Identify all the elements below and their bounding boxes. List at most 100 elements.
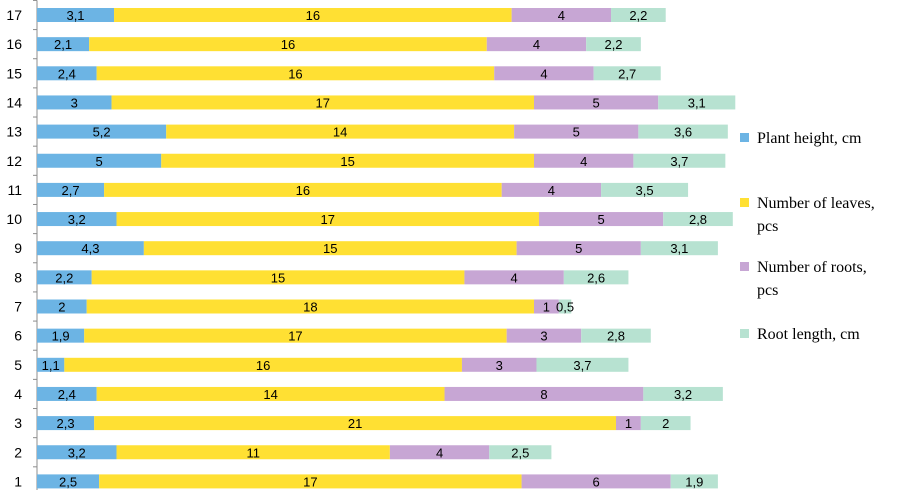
data-label: 3,7 <box>573 358 591 373</box>
data-label: 17 <box>303 474 317 489</box>
data-label: 14 <box>333 125 347 140</box>
bar-segment <box>84 328 507 343</box>
bar-segment <box>538 212 664 227</box>
data-label: 2,5 <box>511 445 529 460</box>
bar-segment <box>96 386 445 401</box>
category-label: 17 <box>6 7 22 23</box>
data-label: 2,2 <box>604 37 622 52</box>
bar-segment <box>643 386 723 401</box>
bar-segment <box>166 124 515 139</box>
category-label: 13 <box>6 124 22 140</box>
bar-segment <box>558 299 572 314</box>
legend-label: Root length, cm <box>757 326 860 343</box>
data-label: 5 <box>597 212 604 227</box>
category-label: 2 <box>14 444 22 460</box>
bar-segment <box>94 416 617 431</box>
bar-segment <box>593 66 661 81</box>
bar-segment <box>116 445 390 460</box>
data-label: 15 <box>323 241 337 256</box>
bar-segment <box>37 124 167 139</box>
bar-segment <box>37 182 105 197</box>
data-label: 3 <box>71 95 78 110</box>
data-label: 8 <box>540 387 547 402</box>
bar-segment <box>37 416 95 431</box>
category-label: 3 <box>14 415 22 431</box>
bar-segment <box>37 328 85 343</box>
category-label: 14 <box>6 94 22 110</box>
bar-segment <box>534 153 634 168</box>
bar-segment <box>501 182 602 197</box>
data-label: 5 <box>96 154 103 169</box>
legend-swatch <box>740 329 749 338</box>
legend: Plant height, cm Number of leaves, pcs Numb… <box>740 130 875 343</box>
legend-swatch <box>740 198 749 207</box>
data-label: 1 <box>543 300 550 315</box>
data-label: 2 <box>662 416 669 431</box>
bar-segment <box>116 212 539 227</box>
bar-segment <box>444 386 644 401</box>
data-label: 21 <box>348 416 362 431</box>
bar-segment <box>489 445 552 460</box>
category-label: 7 <box>14 299 22 315</box>
bar-segment <box>37 8 115 22</box>
plot-area: 1 2,5 17 6 1,92 3,2 11 4 2,53 2,3 21 1 24 2,4 14 8 3,25 1… <box>6 0 736 490</box>
bar-segment <box>96 66 495 81</box>
bar-segment <box>37 445 117 460</box>
data-label: 4,3 <box>81 241 99 256</box>
data-label: 11 <box>246 445 260 460</box>
bar-segment <box>37 474 100 489</box>
legend-label: Number of roots, <box>757 259 867 276</box>
bar-segment <box>37 95 112 110</box>
data-label: 2,2 <box>629 8 647 23</box>
data-label: 5 <box>575 241 582 256</box>
data-label: 16 <box>288 66 302 81</box>
data-label: 4 <box>511 270 518 285</box>
legend-label: pcs <box>757 218 778 235</box>
bar-segment <box>663 212 733 227</box>
bar-segment <box>658 95 736 110</box>
data-label: 1,9 <box>52 329 70 344</box>
bar-segment <box>104 182 502 197</box>
bar-segment <box>506 328 582 343</box>
bar-segment <box>601 182 689 197</box>
data-label: 2,3 <box>57 416 75 431</box>
bar-segment <box>494 66 594 81</box>
data-label: 3,6 <box>674 125 692 140</box>
data-label: 16 <box>256 358 270 373</box>
bar-segment <box>389 445 490 460</box>
data-label: 2,5 <box>59 474 77 489</box>
data-label: 15 <box>271 270 285 285</box>
data-label: 2,4 <box>58 387 76 402</box>
bar-segment <box>616 416 641 431</box>
data-label: 2,2 <box>55 270 73 285</box>
category-label: 11 <box>7 182 22 198</box>
bar-segment <box>670 474 718 489</box>
data-label: 15 <box>340 154 354 169</box>
bar-segment <box>640 241 718 256</box>
bar-segment <box>99 474 522 489</box>
category-label: 9 <box>14 240 22 256</box>
data-label: 3,1 <box>670 241 688 256</box>
bar-segment <box>64 357 462 372</box>
bar-segment <box>640 416 691 431</box>
data-label: 5,2 <box>93 125 111 140</box>
data-label: 3,1 <box>66 8 84 23</box>
data-label: 2,1 <box>54 37 72 52</box>
data-label: 1,9 <box>685 474 703 489</box>
data-label: 4 <box>548 183 555 198</box>
bar-segment <box>461 357 537 372</box>
bar-segment <box>511 8 612 22</box>
bar-segment <box>514 124 639 139</box>
data-label: 17 <box>288 329 302 344</box>
bar-segment <box>638 124 728 139</box>
data-label: 3,5 <box>636 183 654 198</box>
data-label: 5 <box>593 95 600 110</box>
bar-segment <box>534 299 559 314</box>
legend-swatch <box>740 262 749 271</box>
data-label: 4 <box>558 8 565 23</box>
data-label: 16 <box>281 37 295 52</box>
bar-segment <box>521 474 671 489</box>
bar-segment <box>143 241 517 256</box>
bar-segment <box>37 299 87 314</box>
data-label: 2 <box>58 300 65 315</box>
